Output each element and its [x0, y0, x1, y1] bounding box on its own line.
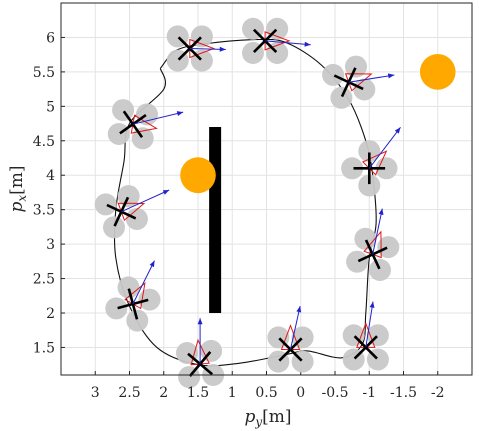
velocity-arrow: [372, 208, 383, 255]
y-tick-label: 1.5: [33, 340, 55, 356]
velocity-arrowhead: [304, 41, 311, 47]
x-tick-label: -1.5: [390, 385, 417, 401]
rotor: [369, 259, 391, 281]
circular-obstacle: [419, 53, 456, 90]
rotor: [330, 86, 353, 109]
velocity-arrowhead: [296, 306, 302, 313]
x-tick-label: 2.5: [118, 385, 140, 401]
velocity-arrow: [121, 189, 170, 213]
plot-frame: [60, 2, 473, 376]
circular-obstacle: [180, 157, 216, 194]
y-tick-label: 3: [46, 237, 55, 253]
x-tick-label: 0.5: [255, 385, 277, 401]
rotor: [125, 208, 148, 230]
y-tick-labels: 1.5 2 2.5 3 3.5 4 4.5 5 5.5 6: [33, 30, 55, 356]
drone: [242, 17, 311, 64]
rotor: [131, 127, 154, 150]
velocity-arrow: [290, 305, 301, 350]
x-tick-label: 0: [296, 385, 305, 401]
rotor: [126, 309, 149, 332]
drone: [176, 318, 225, 389]
rotor: [358, 174, 381, 197]
obstacle-layer: [180, 53, 456, 313]
x-tick-label: 2: [159, 385, 168, 401]
rotor: [345, 55, 367, 78]
velocity-arrow: [132, 111, 184, 125]
x-tick-label: -1: [362, 385, 376, 401]
velocity-arrow: [368, 126, 401, 169]
drone: [322, 55, 395, 109]
rotor: [138, 288, 161, 311]
rotor: [354, 227, 377, 250]
rotor: [377, 236, 400, 259]
velocity-arrow: [132, 260, 155, 305]
drone: [267, 305, 314, 373]
y-tick-label: 5.5: [33, 65, 55, 81]
drone: [341, 126, 401, 197]
y-tick-label: 3.5: [33, 203, 55, 219]
drone: [166, 25, 226, 72]
velocity-arrowhead: [378, 208, 384, 215]
rotor: [107, 123, 130, 145]
x-tick-labels: 3 2.5 2 1.5 1 0.5 0 -0.5 -1 -1.5 -2: [91, 385, 445, 401]
drone: [346, 208, 400, 281]
rotor: [136, 103, 158, 126]
rotor: [105, 297, 128, 320]
velocity-arrowhead: [387, 73, 395, 79]
velocity-arrowhead: [149, 260, 155, 268]
x-axis-label: py[m]: [244, 407, 291, 429]
velocity-arrowhead: [162, 190, 170, 195]
y-tick-label: 4: [46, 168, 55, 184]
x-tick-label: 1: [228, 385, 237, 401]
velocity-arrowhead: [394, 127, 401, 134]
rotor: [322, 63, 345, 86]
velocity-arrow: [365, 301, 374, 348]
rotor: [117, 276, 140, 299]
drone: [342, 301, 389, 371]
drone: [105, 260, 161, 332]
rotor: [103, 216, 125, 239]
y-tick-label: 4.5: [33, 134, 55, 150]
velocity-arrowhead: [197, 318, 203, 325]
x-tick-label: -2: [431, 385, 445, 401]
wall-obstacle: [209, 127, 222, 313]
rotor: [117, 185, 140, 208]
drone: [107, 99, 184, 150]
velocity-arrow: [265, 40, 311, 46]
velocity-arrowhead: [369, 301, 375, 308]
x-tick-label: 3: [91, 385, 100, 401]
rotor: [341, 157, 364, 180]
y-axis-label: px[m]: [7, 165, 29, 212]
rotor: [353, 78, 376, 101]
rotor: [94, 193, 117, 216]
velocity-arrow: [348, 74, 395, 83]
y-tick-label: 5: [46, 99, 55, 115]
drone: [94, 185, 170, 239]
rotor: [346, 250, 369, 273]
velocity-arrowhead: [219, 46, 226, 52]
y-tick-label: 2.5: [33, 272, 55, 288]
drone-layer: [94, 17, 401, 389]
rotor: [112, 99, 135, 122]
y-tick-label: 6: [46, 30, 55, 46]
x-tick-label: -0.5: [322, 385, 349, 401]
velocity-arrowhead: [176, 111, 184, 116]
x-tick-label: 1.5: [187, 385, 209, 401]
y-tick-label: 2: [46, 306, 55, 322]
